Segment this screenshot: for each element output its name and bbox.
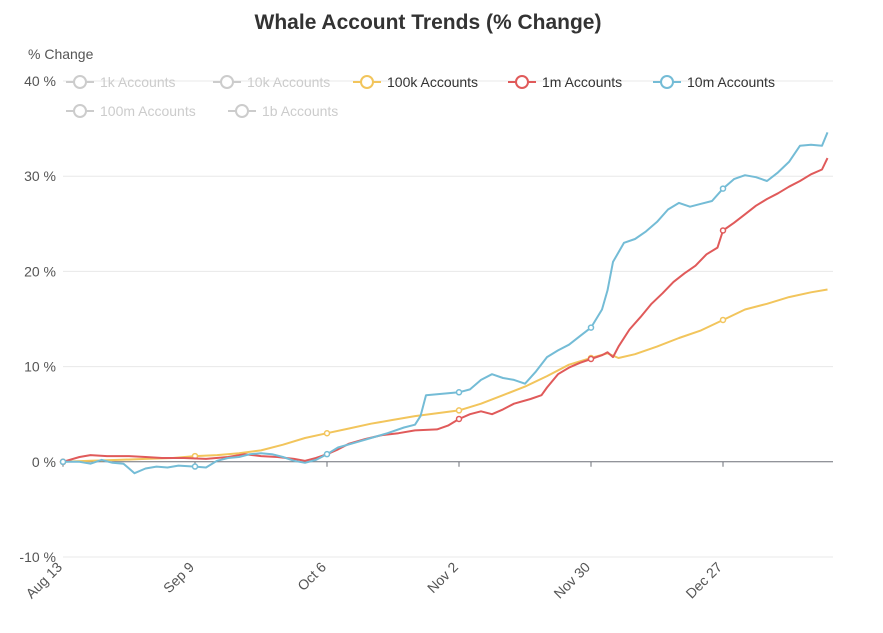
x-tick-label: Oct 6 [294, 559, 329, 594]
legend-label: 1b Accounts [262, 103, 338, 119]
x-tick-label: Nov 2 [424, 559, 461, 596]
legend-marker [660, 75, 674, 89]
y-tick-label: 30 % [24, 168, 56, 184]
chart-title: Whale Account Trends (% Change) [255, 11, 602, 34]
legend-marker [360, 75, 374, 89]
legend-label: 1m Accounts [542, 74, 622, 90]
y-tick-label: 10 % [24, 359, 56, 375]
legend-item-100m-accounts[interactable]: 100m Accounts [66, 103, 196, 119]
data-point-10m-accounts [719, 185, 727, 192]
legend-label: 10k Accounts [247, 74, 330, 90]
x-axis: Aug 13 Sep 9 Oct 6 Nov 2 Nov 30 Dec 27 [22, 461, 833, 602]
series-line-100k-accounts [62, 288, 828, 463]
data-point-1m-accounts [587, 355, 595, 363]
data-point-10m-accounts [455, 389, 463, 396]
series-line-10m-accounts [63, 132, 829, 475]
legend-item-1k-accounts[interactable]: 1k Accounts [66, 74, 176, 90]
x-tick-label: Dec 27 [682, 559, 725, 602]
y-tick-label: 20 % [24, 263, 56, 279]
legend-item-10m-accounts[interactable]: 10m Accounts [653, 74, 775, 90]
y-tick-label: 0 % [32, 454, 56, 470]
legend-marker [220, 75, 234, 89]
data-point-100k-accounts [323, 429, 331, 437]
data-point-10m-accounts [587, 324, 595, 331]
legend-marker [515, 75, 529, 89]
x-tick-label: Nov 30 [550, 559, 593, 602]
legend-label: 1k Accounts [100, 74, 176, 90]
legend-label: 100m Accounts [100, 103, 196, 119]
legend-marker [235, 104, 249, 118]
data-point-1m-accounts [455, 415, 463, 423]
legend-item-1b-accounts[interactable]: 1b Accounts [228, 103, 338, 119]
legend-item-100k-accounts[interactable]: 100k Accounts [353, 74, 478, 90]
data-point-100k-accounts [719, 316, 727, 324]
data-point-10m-accounts [191, 463, 199, 470]
grid-lines: -10 % 0 % 10 % 20 % 30 % 40 % [19, 73, 833, 565]
legend-label: 100k Accounts [387, 74, 478, 90]
data-point-1m-accounts [719, 227, 727, 234]
legend-item-10k-accounts[interactable]: 10k Accounts [213, 74, 330, 90]
y-tick-label: 40 % [24, 73, 56, 89]
legend-item-1m-accounts[interactable]: 1m Accounts [508, 74, 622, 90]
legend-label: 10m Accounts [687, 74, 775, 90]
data-point-10m-accounts [59, 458, 67, 466]
series-line-1m-accounts [62, 157, 829, 463]
legend-marker [73, 104, 87, 118]
x-tick-label: Sep 9 [160, 559, 197, 596]
y-tick-label: -10 % [19, 549, 56, 565]
legend[interactable]: 1k Accounts 10k Accounts 100k Accounts 1m A… [66, 74, 775, 119]
series-lines [59, 132, 829, 475]
data-point-10m-accounts [323, 450, 331, 458]
y-axis-label: % Change [28, 46, 94, 62]
data-point-100k-accounts [455, 407, 463, 414]
x-tick-label: Aug 13 [22, 559, 65, 602]
legend-marker [73, 75, 87, 89]
